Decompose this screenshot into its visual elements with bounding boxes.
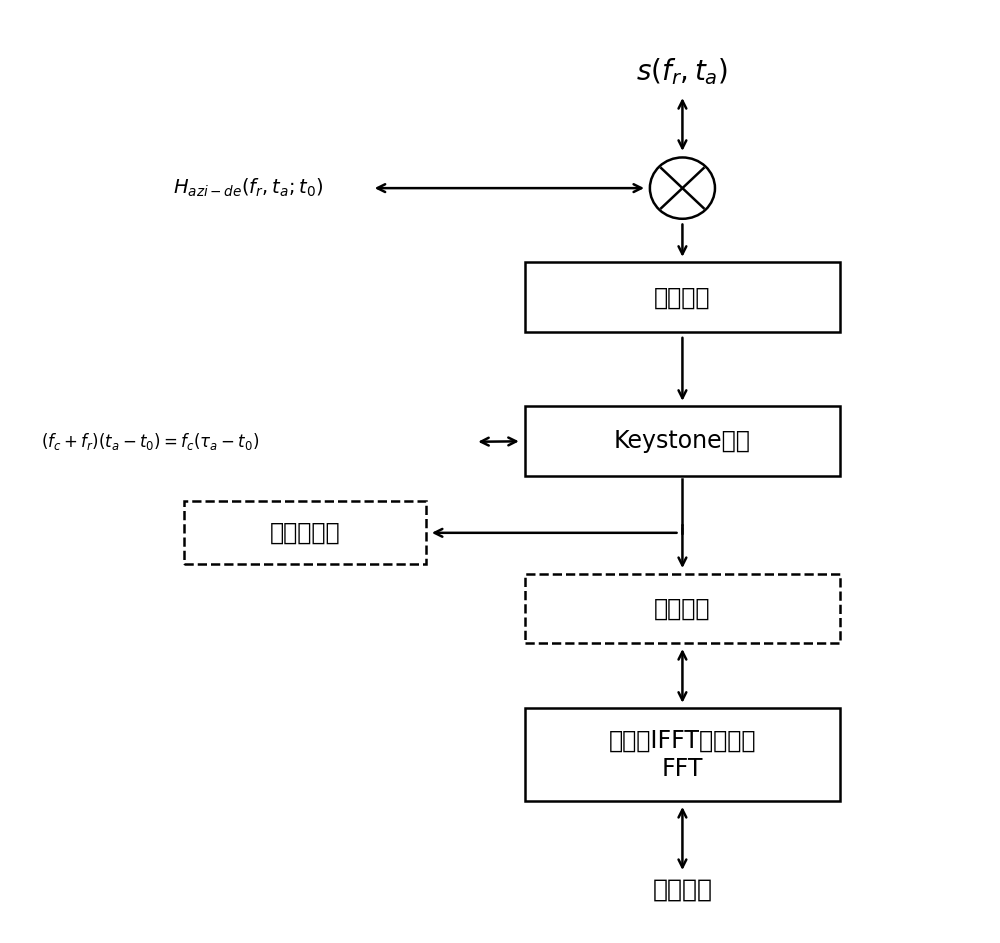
Bar: [525, 406, 840, 476]
Bar: [184, 502, 426, 565]
Text: $H_{azi-de}\left(f_r,t_a;t_0\right)$: $H_{azi-de}\left(f_r,t_a;t_0\right)$: [173, 177, 324, 199]
Text: 方位解斜: 方位解斜: [654, 286, 711, 309]
Bar: [525, 708, 840, 802]
Text: 距离向IFFT和方位向
FFT: 距离向IFFT和方位向 FFT: [609, 729, 756, 781]
Text: 模糊数估计: 模糊数估计: [270, 521, 341, 545]
Bar: [525, 262, 840, 332]
Text: 滤波处理: 滤波处理: [654, 597, 711, 620]
Text: $\left(f_c+f_r\right)\left(t_a-t_0\right)=f_c\left(\tau_a-t_0\right)$: $\left(f_c+f_r\right)\left(t_a-t_0\right…: [41, 431, 260, 453]
Text: $s\left(f_r,t_a\right)$: $s\left(f_r,t_a\right)$: [636, 57, 728, 88]
Bar: [525, 573, 840, 643]
Text: Keystone变换: Keystone变换: [614, 429, 751, 454]
Text: 聚焦成像: 聚焦成像: [652, 878, 712, 902]
